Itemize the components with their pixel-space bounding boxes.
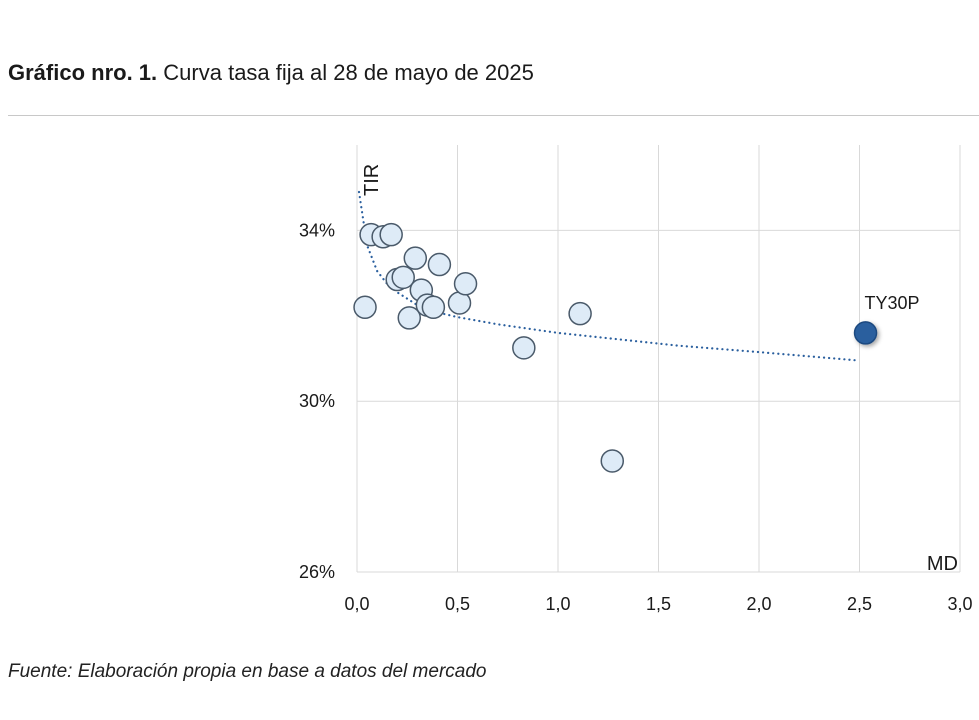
x-tick-label: 2,0 (746, 594, 771, 614)
chart-title-number: Gráfico nro. 1. (8, 60, 158, 85)
x-tick-label: 0,5 (445, 594, 470, 614)
title-divider (8, 115, 979, 116)
x-tick-label: 3,0 (947, 594, 972, 614)
data-point (391, 265, 415, 290)
x-tick-label: 1,0 (545, 594, 570, 614)
highlighted-data-point (853, 321, 878, 345)
data-point (600, 449, 625, 473)
data-point (397, 306, 422, 330)
data-point (353, 295, 377, 320)
chart-title: Gráfico nro. 1. Curva tasa fija al 28 de… (8, 60, 534, 86)
data-label: TY30P (865, 293, 920, 313)
trendline (357, 190, 861, 362)
y-tick-label: 34% (299, 220, 335, 240)
data-point (403, 246, 428, 270)
y-tick-label: 26% (299, 562, 335, 582)
data-point (421, 295, 446, 320)
data-point (379, 222, 403, 247)
y-tick-label: 30% (299, 391, 335, 411)
data-point (427, 252, 452, 277)
data-point (453, 272, 478, 296)
chart-title-text: Curva tasa fija al 28 de mayo de 2025 (163, 60, 534, 85)
x-tick-label: 0,0 (344, 594, 369, 614)
x-tick-label: 1,5 (646, 594, 671, 614)
source-note: Fuente: Elaboración propia en base a dat… (8, 661, 487, 682)
data-point (568, 301, 592, 326)
y-axis-title: TIR (361, 164, 383, 196)
x-axis-title: MD (927, 553, 958, 575)
data-point (512, 336, 536, 360)
x-tick-label: 2,5 (847, 594, 872, 614)
scatter-chart: 0,0 0,5 1,0 1,5 2,0 2,5 3,0 34% 30% 26% TIR MD TY30P (299, 145, 973, 614)
